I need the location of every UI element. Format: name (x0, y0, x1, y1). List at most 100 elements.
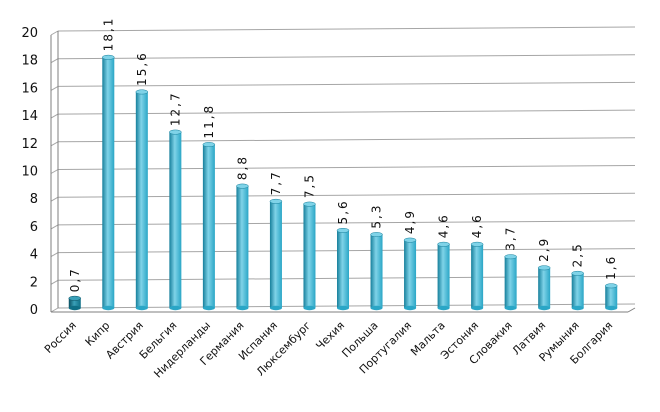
value-label: 12,7 (168, 91, 182, 126)
bar-body (504, 256, 517, 308)
y-tick-label: 4 (30, 248, 38, 263)
bar-base (236, 305, 249, 311)
bar-base (269, 305, 282, 311)
value-label: 4,6 (437, 213, 451, 238)
bar-top (571, 270, 584, 276)
bar-top (336, 227, 350, 233)
gridline (57, 137, 636, 143)
gridline (57, 26, 636, 32)
value-label: 18,1 (101, 17, 115, 52)
gridline-stub (50, 58, 59, 64)
bar-body (202, 144, 215, 308)
gridline (57, 54, 636, 60)
bar-13 (470, 241, 484, 311)
bar-body (370, 234, 383, 308)
bar-7 (269, 198, 283, 311)
bar-base (538, 305, 551, 311)
bar-body (169, 132, 182, 308)
bar-body (471, 244, 484, 308)
gridline-stub (50, 30, 59, 36)
y-tick-label: 18 (21, 54, 38, 69)
bar-top (135, 89, 149, 95)
bar-10 (370, 232, 383, 311)
bar-body (437, 244, 450, 308)
bar-base (404, 305, 417, 311)
gridline-stub (50, 252, 59, 258)
value-label: 2,5 (571, 242, 585, 267)
gridline (57, 81, 636, 87)
gridline-stub (50, 279, 59, 285)
bar-base (571, 305, 584, 311)
bar-8 (303, 201, 316, 311)
bar-base (370, 305, 383, 311)
bar-4 (169, 129, 182, 311)
bar-body (404, 240, 417, 308)
bar-base (135, 305, 148, 311)
bar-base (337, 305, 349, 311)
bar-16 (571, 270, 584, 311)
value-label: 3,7 (504, 226, 518, 251)
bar-15 (537, 265, 551, 311)
bar-body (571, 273, 584, 308)
gridline (57, 192, 636, 198)
value-label: 5,6 (336, 199, 350, 224)
bar-base (102, 305, 115, 311)
y-tick-label: 20 (21, 26, 38, 41)
bar-2 (102, 54, 115, 311)
bar-3 (135, 89, 149, 311)
y-tick-label: 2 (30, 275, 38, 290)
value-label: 7,7 (269, 170, 283, 195)
y-tick-label: 16 (21, 81, 38, 96)
gridline (57, 165, 636, 170)
axes (50, 31, 636, 313)
bar-body (538, 267, 551, 308)
value-labels: 0,7 18,1 15,6 12,7 11,8 8,8 7,7 7,5 5,6 5,3 4,9 4,6… (68, 17, 618, 293)
value-label: 4,6 (470, 213, 484, 238)
bar-6 (236, 183, 249, 311)
bar-top (236, 183, 249, 189)
bar-base (504, 305, 517, 311)
bar-base (303, 305, 316, 311)
bar-body (303, 204, 316, 308)
y-tick-label: 6 (30, 220, 38, 235)
gridline-stub (50, 224, 59, 230)
bar-body (68, 298, 81, 308)
bar-body (102, 57, 115, 308)
bar-12 (437, 241, 450, 311)
bar-body (269, 201, 282, 308)
bar-body (337, 230, 349, 308)
bar-top (537, 265, 551, 271)
bar-top (68, 295, 82, 301)
bar-1 (68, 295, 82, 311)
bar-base (437, 305, 450, 311)
bar-top (403, 237, 417, 243)
x-axis-end-line (627, 307, 636, 313)
bar-top (370, 232, 383, 238)
gridline-stub (50, 169, 59, 174)
bar-base (169, 305, 182, 311)
bar-9 (336, 227, 350, 311)
value-label: 5,3 (370, 204, 384, 229)
bar-body (236, 186, 249, 308)
bar-base (68, 305, 81, 311)
y-tick-label: 12 (21, 137, 38, 152)
bar-11 (403, 237, 417, 311)
gridline-stub (50, 85, 59, 91)
y-tick-label: 10 (21, 165, 38, 180)
bar-body (605, 285, 618, 308)
value-label: 7,5 (302, 173, 316, 198)
bar-17 (604, 283, 618, 311)
bar-body (135, 91, 148, 308)
gridline-stub (50, 196, 59, 202)
bar-5 (202, 142, 216, 311)
value-label: 11,8 (202, 104, 216, 139)
gridline (57, 220, 636, 226)
y-axis-ticks: 0 2 4 6 8 10 12 14 16 18 20 (21, 26, 38, 318)
bar-base (605, 305, 618, 311)
gridline-stub (50, 113, 59, 119)
bar-base (471, 305, 484, 311)
value-label: 8,8 (235, 155, 249, 180)
gridline-stub (50, 307, 59, 313)
bars (68, 54, 618, 311)
bar-top (102, 54, 115, 60)
